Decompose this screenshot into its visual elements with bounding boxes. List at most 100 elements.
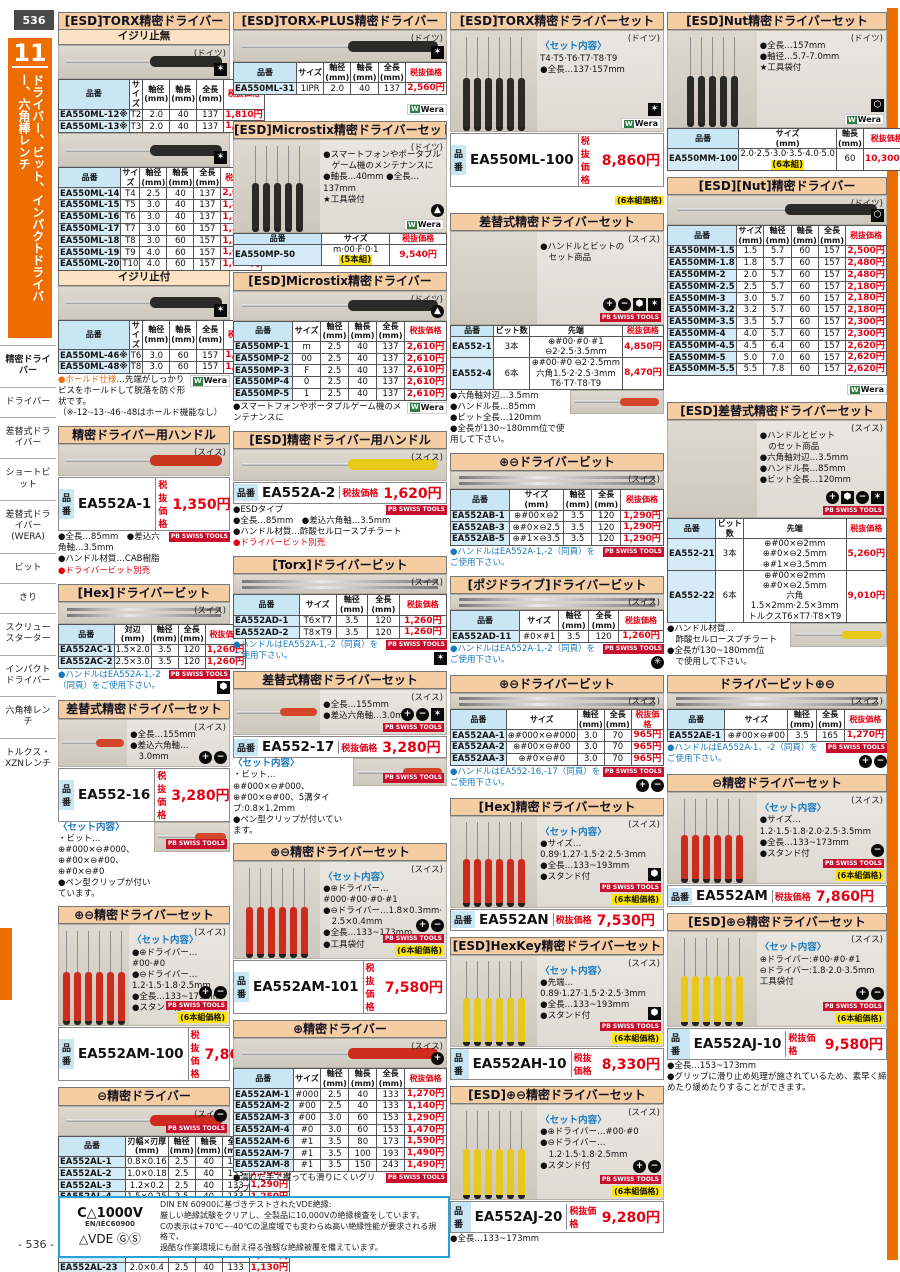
spec-cell: 40 [166, 187, 195, 201]
screwdriver-tip [521, 961, 523, 998]
screwdriver-tip [499, 37, 501, 79]
set-contents-heading: 〈セット内容〉 [540, 1115, 607, 1127]
bit-bar [676, 696, 878, 700]
set-contents-image: PB SWISS TOOLS [352, 758, 447, 837]
set-contents-heading: 〈セット内容〉 [58, 821, 125, 833]
product-table: 品番 サイズ 軸径 (mm) 軸長 (mm) 全長 (mm) 税抜価格 EA550MP-1 m 2.5… [232, 320, 448, 401]
screwdriver-drawing [242, 459, 438, 471]
price-cell: 1,270円 [843, 729, 888, 743]
table-row: EA552AE-1 ⊕#00×⊖#00 3.5 165 1,270円 [666, 729, 888, 743]
part-number: EA552AJ-10 [693, 1036, 782, 1053]
spec-cell: T6×T7 [298, 614, 337, 628]
screwdriver-tip [293, 867, 295, 907]
minus-icon: − [648, 1160, 661, 1174]
set-contents-heading: 〈セット内容〉 [132, 935, 199, 947]
spec-cell: 40 [194, 1179, 223, 1193]
screwdriver-shaft [242, 304, 348, 308]
note-line: ●スタンド付 [540, 872, 591, 883]
spec-cell: 2.0 [736, 268, 765, 282]
product-image: PB SWISS TOOLS [154, 821, 230, 852]
image-corner-marks: − PB SWISS TOOLS [165, 1108, 227, 1133]
note-line: ●全長…85mm ●差込六角軸…3.5mm [58, 532, 160, 554]
note-line: ●全長…133~173mm [759, 837, 849, 848]
vde-logos: C△1000V EN/IEC60900 △VDE ⒼⓈ [64, 1207, 156, 1247]
hex-icon: ⬢ [841, 491, 854, 505]
table-row: EA552-22 6本 ⊕#00×⊖2mm ⊕#0×⊖2.5mm 六角1.5×2mm·2… [666, 569, 888, 623]
minus-icon: − [856, 491, 869, 505]
screwdriver [251, 145, 259, 233]
table-row: EA552AA-3 ⊕#0×⊖#0 3.0 70 965円 [450, 752, 665, 766]
note-line: ●ドライバービット別売 [233, 538, 326, 549]
part-number-cell: EA552AA-3 [450, 752, 507, 766]
note-line: ●スタンド付 [132, 1002, 182, 1013]
screwdriver-tip [466, 37, 468, 79]
wera-logo: W Wera [406, 103, 447, 115]
price-cell: 8,470円 [621, 357, 665, 390]
country-of-origin: (ドイツ) [627, 34, 660, 45]
price-line: 品番 EA552AJ-20 税抜価格 9,280円 [450, 1201, 664, 1234]
spec-cell: #00 [292, 1100, 322, 1113]
column-header: サイズ [296, 62, 325, 84]
icon-row: ✶ [434, 651, 447, 665]
product-image-art [234, 1039, 446, 1067]
note-line: 工具袋付 [759, 976, 794, 987]
screwdriver-tip [717, 937, 719, 977]
spec-cell: 3.5 [320, 1147, 350, 1161]
column-header: 軸径 (mm) [167, 1135, 196, 1157]
part-number-label: 品番 [59, 779, 75, 810]
product-image: (スイス) [667, 692, 887, 711]
screwdriver [474, 961, 482, 1046]
icon-row: + − ✶ [401, 708, 444, 722]
wera-logo-mark: W [623, 119, 634, 128]
sidebar-item: トルクス・XZNレンチ [0, 737, 56, 780]
sidebar-item: 差替式ドライバー(WERA) [0, 499, 56, 553]
column-header: 税抜価格 [630, 709, 665, 731]
sidebar-item: インパクトドライバー [0, 654, 56, 697]
product-block-title: [ESD]⊕⊖精密ドライバーセット [450, 1085, 664, 1105]
notes-text: ●ハンドル材質… 酢酸セルロースブチラート ●全長が130~180mm位 で使用し… [667, 623, 787, 669]
screwdriver-tip [265, 145, 267, 184]
product-image: 〈セット内容〉 ⊕ドライバー:#00·#0·#1 ⊖ドライバー:1.8·2.0·3.… [667, 931, 887, 1028]
table-row: EA550MM-4 4.0 5.7 60 157 2,300円 [666, 327, 887, 341]
column-header: 品番 [449, 325, 495, 337]
note-line: ●全長…133~173mm [323, 928, 413, 939]
note-line: ●スマートフォンやポータブルゲーム機のメンテナンスに [233, 401, 402, 423]
column-header: 軸径 (mm) [139, 167, 168, 189]
spec-cell: 40 [194, 1155, 223, 1169]
part-number-cell: EA550MM-100 [666, 148, 740, 171]
product-image: (スイス) + [233, 1038, 447, 1069]
note-line: ・ビット… [58, 833, 101, 844]
image-corner-marks: ✶ [214, 303, 227, 317]
spec-cell: 153 [376, 1123, 406, 1137]
price-cell: 1,270円 [404, 1088, 447, 1102]
spec-cell: 2.5 [320, 1100, 350, 1113]
product-image: ●ハンドルとビット のセット商品 ●六角軸対辺…3.5mm ●ハンドル長…85mm ●… [667, 420, 887, 519]
table-row: EA550ML-12※ T2 2.0 40 137 1,810円 [58, 108, 265, 122]
product-image: 〈セット内容〉 T4·T5·T6·T7·T8·T9 ●全長…137·157mm (ドイ… [450, 30, 664, 133]
screwdriver-handle [518, 858, 526, 907]
spec-cell: 2.5 [320, 1088, 350, 1102]
plus-icon: + [431, 1052, 444, 1066]
image-corner-marks: ⬡ [871, 208, 884, 222]
price-cell: 1,290円 [619, 521, 665, 535]
right-edge-bar [887, 8, 898, 1260]
spec-cell: T8 [120, 234, 141, 248]
screwdriver-handle [496, 858, 504, 907]
part-number-cell: EA550MP-5 [232, 387, 294, 401]
spec-cell: 2.5 [167, 1179, 196, 1193]
note-line: ●スタンド付 [759, 848, 810, 859]
screwdriver [507, 822, 515, 907]
note-line: で使用して下さい。 [667, 656, 752, 667]
product-block: [ESD]TORX精密ドライバーセット 〈セット内容〉 T4·T5·T6·T7·T8… [450, 12, 664, 207]
table-row: EA550MM-3.2 3.2 5.7 60 157 2,180円 [666, 304, 887, 317]
screwdriver-handle [194, 832, 227, 841]
screwdriver [496, 37, 504, 132]
bit-drawing [668, 692, 886, 711]
bit-drawing [59, 603, 229, 622]
set-contents-heading: 〈セット内容〉 [540, 826, 607, 838]
screwdriver-handle [150, 56, 223, 68]
product-image-art [451, 817, 537, 907]
wera-logo-mark: W [192, 376, 203, 386]
spec-cell: 157 [817, 339, 847, 353]
country-of-origin: (スイス) [851, 697, 883, 708]
